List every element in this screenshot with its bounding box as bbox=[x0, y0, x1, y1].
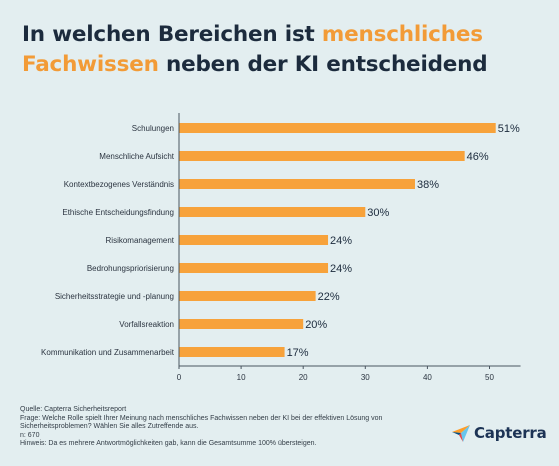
bar bbox=[179, 263, 329, 273]
category-label: Kommunikation und Zusammenarbeit bbox=[41, 348, 175, 357]
x-tick-label: 50 bbox=[485, 373, 494, 382]
category-label: Schulungen bbox=[132, 124, 174, 133]
x-tick-label: 20 bbox=[299, 373, 308, 382]
title-highlight-2: Fachwissen bbox=[22, 52, 159, 77]
value-label: 24% bbox=[330, 235, 352, 247]
category-label: Kontextbezogenes Verständnis bbox=[64, 180, 174, 189]
value-label: 17% bbox=[287, 347, 309, 359]
title-text-1: In welchen Bereichen ist bbox=[22, 22, 322, 47]
x-tick-label: 10 bbox=[237, 373, 246, 382]
x-tick-label: 40 bbox=[423, 373, 432, 382]
bar bbox=[179, 319, 304, 329]
category-label: Vorfallsreaktion bbox=[119, 320, 174, 329]
value-label: 22% bbox=[318, 291, 340, 303]
title-highlight-1: menschliches bbox=[321, 22, 483, 47]
footer-question: Frage: Welche Rolle spielt Ihrer Meinung… bbox=[20, 414, 383, 431]
footer-notes: Quelle: Capterra Sicherheitsreport Frage… bbox=[20, 406, 450, 449]
value-label: 24% bbox=[330, 263, 352, 275]
category-label: Ethische Entscheidungsfindung bbox=[62, 208, 174, 217]
category-label: Menschliche Aufsicht bbox=[99, 152, 174, 161]
bar bbox=[179, 235, 329, 245]
bar bbox=[179, 347, 285, 357]
capterra-logo-text: Capterra bbox=[474, 424, 547, 442]
bar bbox=[179, 179, 415, 189]
value-label: 51% bbox=[498, 123, 520, 135]
value-label: 20% bbox=[305, 319, 327, 331]
value-label: 38% bbox=[417, 179, 439, 191]
chart-title: In welchen Bereichen ist menschliches Fa… bbox=[22, 20, 542, 80]
category-label: Bedrohungspriorisierung bbox=[87, 264, 174, 273]
value-label: 30% bbox=[367, 207, 389, 219]
value-label: 46% bbox=[467, 151, 489, 163]
bar-chart: Schulungen 51% Menschliche Aufsicht 46% Kont… bbox=[41, 113, 521, 382]
category-label: Sicherheitsstrategie und -planung bbox=[55, 292, 174, 301]
x-tick-label: 30 bbox=[361, 373, 370, 382]
bar bbox=[179, 123, 496, 133]
x-tick-label: 0 bbox=[177, 373, 182, 382]
bar bbox=[179, 207, 366, 217]
title-text-2: neben der KI entscheidend bbox=[158, 52, 488, 77]
footer-source: Quelle: Capterra Sicherheitsreport bbox=[20, 406, 127, 413]
capterra-logo: Capterra bbox=[451, 421, 547, 445]
category-label: Risikomanagement bbox=[106, 236, 175, 245]
footer-sample-size: n: 670 bbox=[20, 431, 40, 439]
footer-note: Hinweis: Da es mehrere Antwortmöglichkei… bbox=[20, 440, 317, 448]
capterra-arrow-icon bbox=[452, 425, 470, 442]
bar bbox=[179, 291, 316, 301]
bar bbox=[179, 151, 465, 161]
